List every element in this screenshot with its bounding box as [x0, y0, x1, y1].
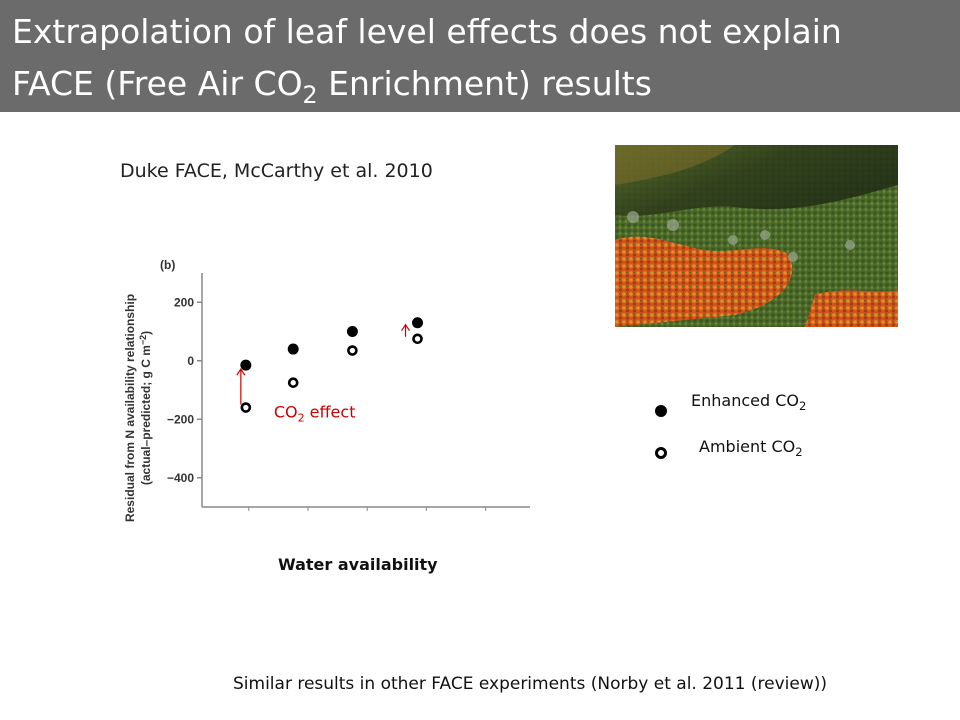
legend-enhanced-marker [655, 405, 667, 417]
y-axis-label-line-2: (actual–predicted; g C m−2) [138, 331, 153, 485]
co2-effect-arrow-2-head [401, 323, 411, 332]
forest-aerial-photo [615, 145, 898, 327]
title-text-a: FACE (Free Air CO [12, 64, 303, 103]
scatter-chart: 200 0 −200 −400 (b) Residual from N availabil… [123, 258, 530, 522]
x-axis-label: Water availability [278, 555, 438, 574]
title-subscript: 2 [302, 81, 318, 110]
figure-caption: Duke FACE, McCarthy et al. 2010 [120, 160, 433, 182]
slide-title-line-2: FACE (Free Air CO2 Enrichment) results [12, 64, 652, 110]
panel-label: (b) [160, 258, 175, 272]
legend-ambient-subscript: 2 [795, 445, 803, 460]
slide-title-line-1: Extrapolation of leaf level effects does… [12, 12, 842, 51]
legend-enhanced-subscript: 2 [798, 399, 807, 414]
title-text-b: Enrichment) results [317, 64, 652, 103]
legend-enhanced-label: Enhanced CO2 [691, 391, 807, 414]
ambient-co2-point [287, 377, 299, 388]
legend-enhanced-text: Enhanced CO [691, 391, 799, 410]
co2-effect-label: CO2 effect [274, 403, 356, 425]
legend-ambient-text: Ambient CO [699, 437, 796, 456]
enhanced-co2-point [287, 343, 299, 355]
enhanced-co2-point [346, 326, 358, 337]
enhanced-co2-point [240, 359, 252, 371]
ambient-co2-point [347, 345, 358, 356]
y-axis-label-line-1: Residual from N availability relationshi… [123, 294, 137, 522]
ambient-co2-point [240, 402, 252, 413]
legend-ambient-marker [655, 447, 667, 459]
y-tick-label: 0 [187, 354, 194, 368]
title-bar: Extrapolation of leaf level effects does… [0, 0, 960, 112]
enhanced-co2-point [412, 317, 424, 329]
y-tick-label: 200 [174, 295, 194, 309]
y-tick-label: −400 [167, 471, 194, 485]
footer-note: Similar results in other FACE experiment… [233, 674, 828, 694]
ambient-co2-point [412, 333, 423, 345]
y-tick-label: −200 [167, 412, 194, 426]
legend-ambient-label: Ambient CO2 [699, 437, 803, 460]
co2-effect-arrow-1-head [236, 368, 246, 376]
